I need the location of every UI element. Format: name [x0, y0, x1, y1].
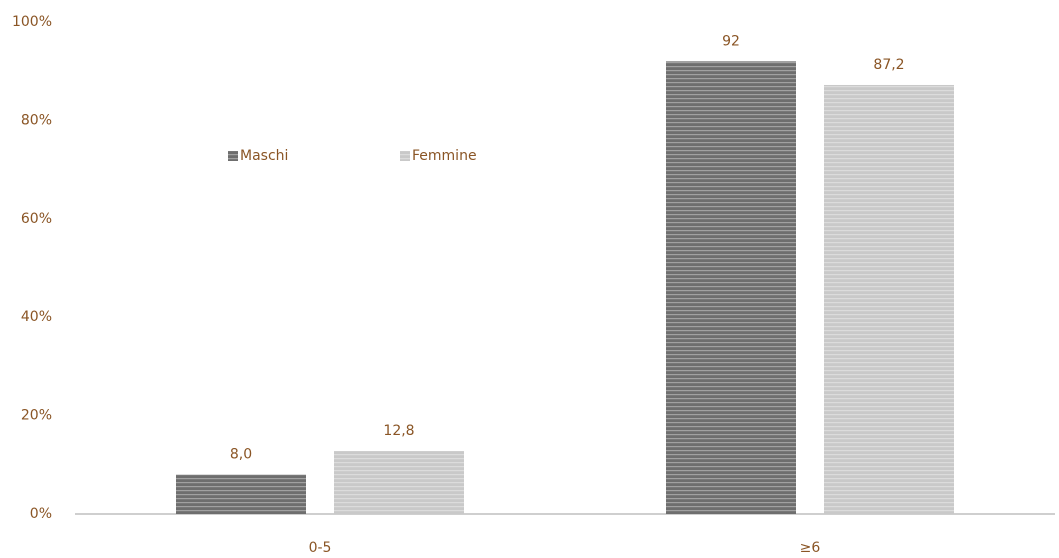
bar — [334, 451, 464, 514]
bar — [176, 474, 306, 514]
legend-swatch — [400, 151, 410, 161]
x-tick-label: 0-5 — [309, 540, 332, 556]
y-tick-label: 80% — [21, 112, 52, 128]
x-tick-label: ≥6 — [800, 540, 821, 556]
y-tick-label: 100% — [12, 14, 52, 30]
value-label: 8,0 — [230, 447, 252, 463]
y-tick-label: 60% — [21, 211, 52, 227]
value-label: 92 — [722, 33, 740, 49]
legend-label: Maschi — [240, 148, 288, 164]
y-tick-label: 0% — [30, 506, 52, 522]
value-label: 12,8 — [383, 423, 414, 439]
bar — [666, 61, 796, 515]
legend-swatch — [228, 151, 238, 161]
bar — [824, 84, 954, 514]
legend-label: Femmine — [412, 148, 477, 164]
y-tick-label: 40% — [21, 309, 52, 325]
value-label: 87,2 — [873, 57, 904, 73]
y-tick-label: 20% — [21, 408, 52, 424]
